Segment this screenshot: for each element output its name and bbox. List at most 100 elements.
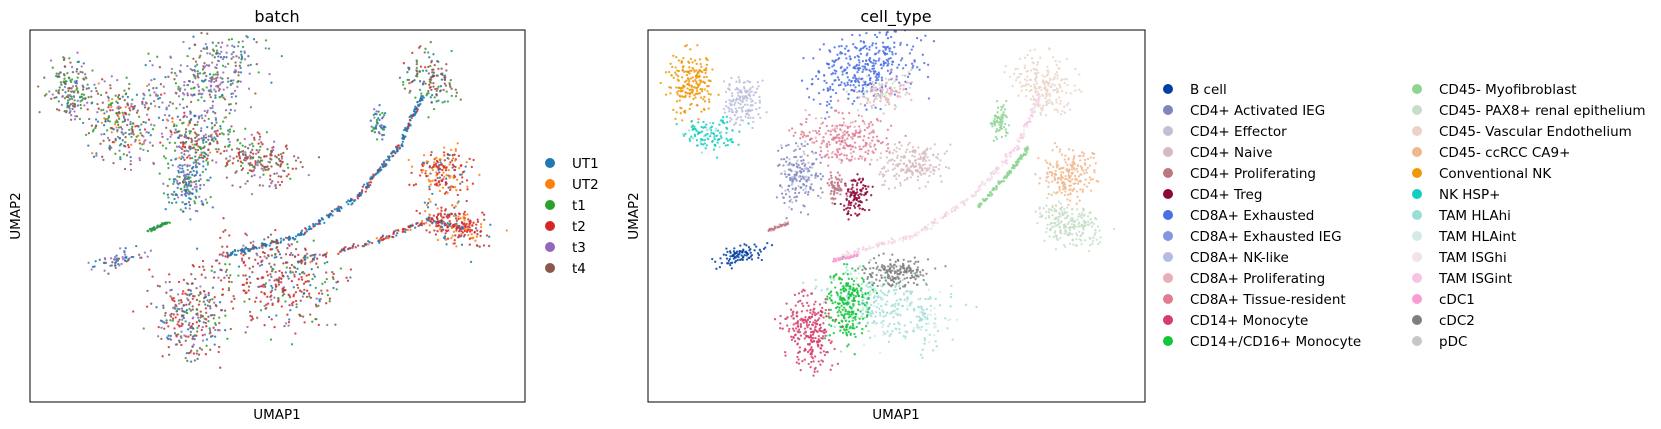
- batch-point: [437, 224, 440, 227]
- batch-point: [471, 237, 474, 240]
- batch-point: [432, 163, 436, 167]
- batch-point: [465, 222, 468, 226]
- batch-point: [430, 93, 434, 97]
- batch-point: [169, 313, 172, 317]
- batch-point: [450, 212, 453, 215]
- cell-type-point: [869, 90, 872, 93]
- batch-point: [156, 284, 160, 287]
- batch-point: [269, 338, 273, 341]
- cell-type-point: [884, 104, 887, 107]
- batch-point: [188, 303, 191, 306]
- batch-point: [145, 130, 148, 134]
- cell-type-point: [918, 153, 921, 156]
- batch-point: [202, 160, 205, 163]
- batch-point: [288, 318, 291, 321]
- batch-point: [227, 133, 230, 136]
- batch-point: [326, 293, 330, 297]
- batch-point: [453, 239, 456, 242]
- batch-point: [225, 157, 228, 160]
- cell-type-point: [802, 158, 805, 162]
- cell-type-point: [832, 136, 835, 139]
- batch-point: [185, 351, 189, 355]
- batch-point: [192, 73, 195, 77]
- batch-point: [244, 151, 247, 154]
- batch-point: [245, 278, 249, 281]
- batch-point: [202, 141, 205, 144]
- batch-point: [232, 51, 235, 54]
- batch-point: [268, 185, 271, 188]
- cell-type-point: [708, 127, 711, 130]
- batch-point: [216, 76, 219, 79]
- batch-point: [210, 138, 213, 142]
- batch-point: [206, 109, 209, 112]
- cell-type-point: [788, 158, 791, 161]
- cell-type-point: [845, 131, 848, 135]
- batch-point: [62, 58, 66, 62]
- batch-point: [193, 200, 196, 203]
- batch-point: [107, 272, 110, 275]
- cell-type-point: [757, 113, 760, 116]
- batch-point: [305, 230, 309, 233]
- batch-point: [447, 229, 450, 232]
- batch-point: [186, 156, 189, 159]
- cell-type-point: [899, 169, 903, 173]
- batch-point: [159, 141, 162, 144]
- cell-type-point: [853, 157, 857, 160]
- cell-type-point: [755, 108, 758, 111]
- batch-point: [278, 159, 281, 162]
- batch-point: [449, 85, 452, 88]
- batch-point: [178, 307, 181, 311]
- cell-type-point: [854, 86, 857, 89]
- batch-point: [426, 174, 430, 178]
- batch-point: [272, 268, 275, 271]
- batch-point: [212, 326, 215, 329]
- cell-type-point: [868, 69, 871, 72]
- cell-type-point: [839, 83, 842, 87]
- cell-type-point: [822, 140, 826, 144]
- cell-type-point: [886, 161, 889, 164]
- batch-point: [430, 88, 433, 92]
- batch-point: [273, 263, 276, 266]
- cell-type-point: [864, 185, 867, 188]
- batch-point: [427, 72, 430, 75]
- batch-point: [153, 105, 157, 108]
- batch-point: [240, 58, 243, 61]
- batch-point: [184, 133, 187, 136]
- batch-point: [466, 225, 469, 228]
- cell-type-point: [836, 151, 840, 154]
- cell-type-point: [675, 55, 678, 59]
- cell-type-point: [856, 96, 859, 99]
- batch-point: [275, 246, 278, 250]
- cell-type-point: [846, 66, 849, 69]
- batch-point: [232, 157, 235, 160]
- batch-point: [378, 170, 381, 173]
- batch-point: [226, 44, 229, 47]
- batch-point: [457, 154, 461, 158]
- batch-point: [100, 109, 103, 112]
- cell-type-point: [846, 81, 849, 84]
- batch-point: [201, 139, 205, 142]
- batch-point: [173, 190, 176, 194]
- cell-type-point: [705, 123, 708, 126]
- cell-type-point: [875, 117, 879, 121]
- cell-type-point: [759, 116, 762, 120]
- cell-type-point: [872, 67, 876, 70]
- batch-point: [95, 124, 98, 127]
- cell-type-point: [803, 144, 806, 148]
- cell-type-point: [917, 146, 920, 149]
- batch-point: [112, 161, 115, 165]
- batch-point: [228, 234, 231, 237]
- cell-type-point: [845, 207, 848, 210]
- batch-point: [445, 177, 448, 180]
- batch-point: [106, 136, 110, 140]
- batch-point: [87, 261, 90, 264]
- batch-point: [415, 62, 418, 66]
- cell-type-point: [829, 192, 832, 195]
- batch-point: [470, 229, 474, 232]
- cell-type-point: [876, 73, 879, 76]
- cell-type-point: [854, 212, 857, 215]
- batch-point: [345, 276, 348, 279]
- cell-type-point: [859, 155, 862, 158]
- batch-point: [464, 225, 467, 229]
- batch-point: [198, 72, 202, 75]
